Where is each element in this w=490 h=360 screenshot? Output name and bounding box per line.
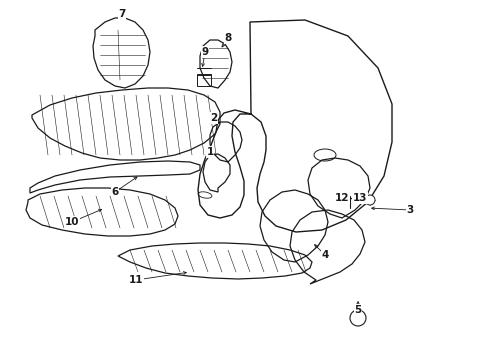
Circle shape (365, 195, 375, 205)
Circle shape (350, 310, 366, 326)
Text: 6: 6 (111, 187, 119, 197)
Text: 13: 13 (353, 193, 367, 203)
Text: 12: 12 (335, 193, 349, 203)
Text: 8: 8 (224, 33, 232, 43)
Text: 5: 5 (354, 305, 362, 315)
Text: 11: 11 (129, 275, 143, 285)
Text: 2: 2 (210, 113, 218, 123)
FancyBboxPatch shape (197, 74, 211, 86)
Text: 1: 1 (206, 147, 214, 157)
Text: 3: 3 (406, 205, 414, 215)
Text: 4: 4 (321, 250, 329, 260)
Text: 7: 7 (118, 9, 126, 19)
Text: 10: 10 (65, 217, 79, 227)
Text: 9: 9 (201, 47, 209, 57)
